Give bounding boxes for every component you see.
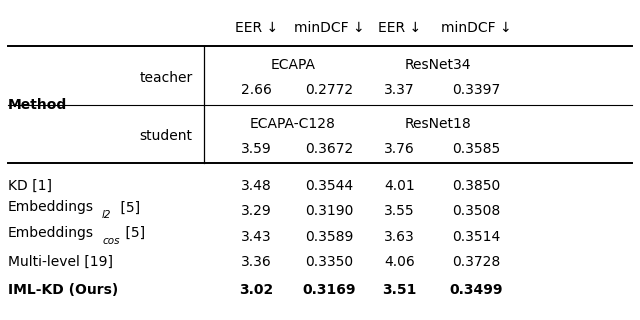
Text: [5]: [5] <box>116 200 140 214</box>
Text: 0.3544: 0.3544 <box>305 179 354 193</box>
Text: 3.37: 3.37 <box>385 83 415 97</box>
Text: 3.43: 3.43 <box>241 230 271 244</box>
Text: Method: Method <box>8 98 67 112</box>
Text: ECAPA-C128: ECAPA-C128 <box>250 116 336 131</box>
Text: 0.3508: 0.3508 <box>452 204 500 218</box>
Text: 0.3190: 0.3190 <box>305 204 354 218</box>
Text: 0.3397: 0.3397 <box>452 83 500 97</box>
Text: ECAPA: ECAPA <box>271 58 316 72</box>
Text: 2.66: 2.66 <box>241 83 272 97</box>
Text: 3.29: 3.29 <box>241 204 271 218</box>
Text: 3.48: 3.48 <box>241 179 271 193</box>
Text: Multi-level [19]: Multi-level [19] <box>8 255 113 269</box>
Text: 3.02: 3.02 <box>239 283 273 297</box>
Text: EER ↓: EER ↓ <box>235 21 278 35</box>
Text: ResNet34: ResNet34 <box>404 58 471 72</box>
Text: teacher: teacher <box>139 70 193 84</box>
Text: KD [1]: KD [1] <box>8 179 52 193</box>
Text: l2: l2 <box>102 210 111 220</box>
Text: 0.3672: 0.3672 <box>305 142 354 156</box>
Text: 4.06: 4.06 <box>384 255 415 269</box>
Text: 0.3585: 0.3585 <box>452 142 500 156</box>
Text: 0.3514: 0.3514 <box>452 230 500 244</box>
Text: 4.01: 4.01 <box>384 179 415 193</box>
Text: 3.59: 3.59 <box>241 142 271 156</box>
Text: minDCF ↓: minDCF ↓ <box>441 21 511 35</box>
Text: EER ↓: EER ↓ <box>378 21 421 35</box>
Text: 3.63: 3.63 <box>384 230 415 244</box>
Text: [5]: [5] <box>121 226 145 240</box>
Text: 0.3850: 0.3850 <box>452 179 500 193</box>
Text: Embeddings: Embeddings <box>8 226 94 240</box>
Text: 0.3728: 0.3728 <box>452 255 500 269</box>
Text: minDCF ↓: minDCF ↓ <box>294 21 365 35</box>
Text: cos: cos <box>102 236 120 246</box>
Text: IML-KD (Ours): IML-KD (Ours) <box>8 283 118 297</box>
Text: 3.76: 3.76 <box>384 142 415 156</box>
Text: 0.2772: 0.2772 <box>305 83 354 97</box>
Text: 0.3589: 0.3589 <box>305 230 354 244</box>
Text: 0.3169: 0.3169 <box>303 283 356 297</box>
Text: Embeddings: Embeddings <box>8 200 94 214</box>
Text: 3.51: 3.51 <box>383 283 417 297</box>
Text: ResNet18: ResNet18 <box>404 116 471 131</box>
Text: student: student <box>140 129 192 143</box>
Text: 3.55: 3.55 <box>385 204 415 218</box>
Text: 3.36: 3.36 <box>241 255 271 269</box>
Text: 0.3499: 0.3499 <box>449 283 503 297</box>
Text: 0.3350: 0.3350 <box>305 255 354 269</box>
